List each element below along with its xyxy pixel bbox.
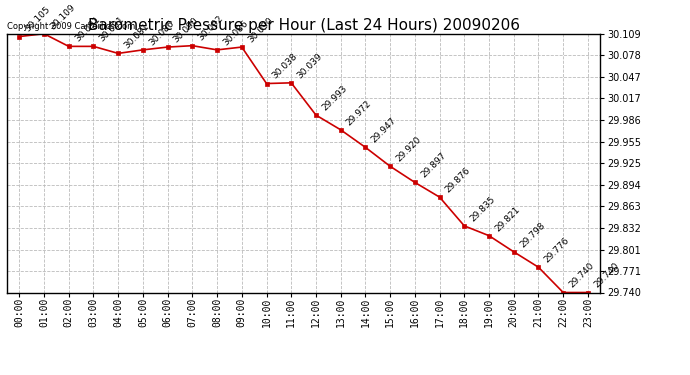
Text: 29.740: 29.740 bbox=[567, 261, 596, 290]
Text: 30.091: 30.091 bbox=[73, 15, 101, 44]
Text: 29.972: 29.972 bbox=[345, 99, 373, 127]
Text: 29.835: 29.835 bbox=[469, 195, 497, 223]
Text: 29.920: 29.920 bbox=[394, 135, 423, 164]
Text: 30.086: 30.086 bbox=[221, 18, 250, 47]
Text: 29.798: 29.798 bbox=[518, 220, 546, 249]
Text: 30.092: 30.092 bbox=[197, 14, 225, 43]
Text: 29.897: 29.897 bbox=[419, 151, 448, 180]
Text: 30.090: 30.090 bbox=[246, 16, 275, 44]
Text: 30.039: 30.039 bbox=[295, 51, 324, 80]
Text: Copyright 2009 Carterlics.com: Copyright 2009 Carterlics.com bbox=[7, 22, 135, 31]
Text: 30.081: 30.081 bbox=[122, 22, 151, 51]
Text: 29.776: 29.776 bbox=[542, 236, 571, 264]
Title: Barometric Pressure per Hour (Last 24 Hours) 20090206: Barometric Pressure per Hour (Last 24 Ho… bbox=[88, 18, 520, 33]
Text: 30.105: 30.105 bbox=[23, 5, 52, 34]
Text: 30.091: 30.091 bbox=[97, 15, 126, 44]
Text: 30.086: 30.086 bbox=[147, 18, 176, 47]
Text: 29.876: 29.876 bbox=[444, 166, 473, 194]
Text: 30.038: 30.038 bbox=[270, 52, 299, 81]
Text: 29.740: 29.740 bbox=[592, 261, 620, 290]
Text: 29.993: 29.993 bbox=[320, 84, 348, 112]
Text: 29.947: 29.947 bbox=[370, 116, 398, 145]
Text: 29.821: 29.821 bbox=[493, 204, 522, 233]
Text: 30.109: 30.109 bbox=[48, 2, 77, 31]
Text: 30.090: 30.090 bbox=[172, 16, 201, 44]
